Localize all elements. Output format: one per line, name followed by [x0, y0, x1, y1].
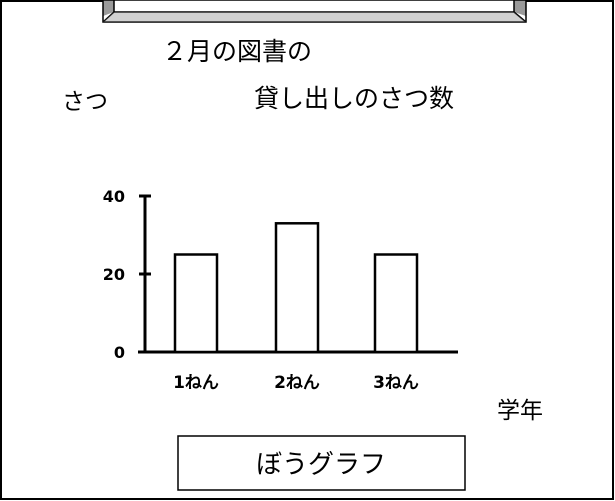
- bar: [373, 253, 419, 354]
- x-tick-label: 2ねん: [274, 373, 320, 393]
- chart-title-line1: ２月の図書の: [162, 37, 312, 66]
- bar: [173, 253, 219, 354]
- chart-title-line2: 貸し出しのさつ数: [254, 84, 454, 113]
- y-tick-label: 0: [114, 343, 125, 362]
- bars-group: [173, 222, 419, 354]
- x-tick-label: 3ねん: [373, 373, 419, 393]
- y-tick-label: 40: [103, 187, 125, 206]
- x-tick-label: 1ねん: [173, 373, 219, 393]
- y-tick-label: 20: [103, 265, 125, 284]
- caption-text: ぼうグラフ: [256, 450, 386, 480]
- y-axis-ticks: 0 20 40: [103, 187, 151, 362]
- x-axis-label: 学年: [497, 398, 543, 424]
- y-axis-label: さつ: [62, 89, 108, 115]
- bar: [274, 222, 320, 354]
- caption-box: [177, 435, 466, 491]
- x-axis-tick-labels: 1ねん 2ねん 3ねん: [173, 373, 419, 393]
- header-box: [102, 0, 527, 23]
